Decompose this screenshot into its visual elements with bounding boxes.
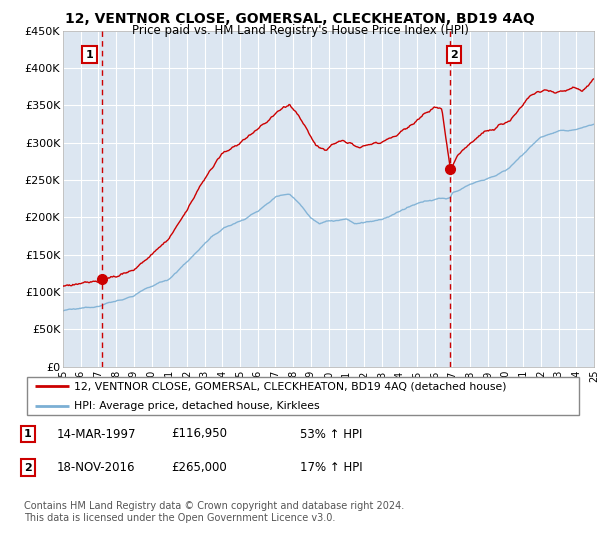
- Text: HPI: Average price, detached house, Kirklees: HPI: Average price, detached house, Kirk…: [74, 402, 320, 411]
- Text: £265,000: £265,000: [171, 461, 227, 474]
- Text: Price paid vs. HM Land Registry's House Price Index (HPI): Price paid vs. HM Land Registry's House …: [131, 24, 469, 37]
- Text: 12, VENTNOR CLOSE, GOMERSAL, CLECKHEATON, BD19 4AQ (detached house): 12, VENTNOR CLOSE, GOMERSAL, CLECKHEATON…: [74, 381, 507, 391]
- Text: £116,950: £116,950: [171, 427, 227, 441]
- Text: Contains HM Land Registry data © Crown copyright and database right 2024.
This d: Contains HM Land Registry data © Crown c…: [24, 501, 404, 523]
- Text: 14-MAR-1997: 14-MAR-1997: [57, 427, 137, 441]
- Text: 18-NOV-2016: 18-NOV-2016: [57, 461, 136, 474]
- Text: 2: 2: [24, 463, 32, 473]
- Text: 1: 1: [24, 429, 32, 439]
- Text: 53% ↑ HPI: 53% ↑ HPI: [300, 427, 362, 441]
- Text: 1: 1: [86, 50, 94, 60]
- Text: 2: 2: [450, 50, 458, 60]
- FancyBboxPatch shape: [27, 377, 579, 415]
- Text: 17% ↑ HPI: 17% ↑ HPI: [300, 461, 362, 474]
- Text: 12, VENTNOR CLOSE, GOMERSAL, CLECKHEATON, BD19 4AQ: 12, VENTNOR CLOSE, GOMERSAL, CLECKHEATON…: [65, 12, 535, 26]
